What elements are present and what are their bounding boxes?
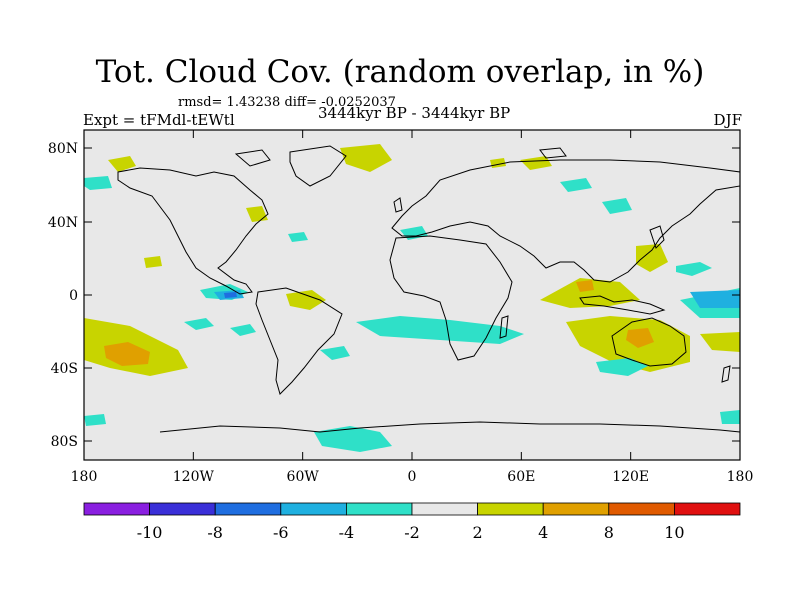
- season-label: DJF: [713, 111, 742, 129]
- patch-neg: [356, 316, 524, 344]
- colorbar-swatch: [83, 502, 150, 516]
- patch-pos: [286, 290, 326, 310]
- lat-tick-label: 0: [69, 288, 78, 304]
- lon-tick-label: 60W: [287, 469, 320, 485]
- coast-north-america: [117, 167, 269, 295]
- patch-neg-medium: [690, 290, 740, 308]
- period-label: 3444kyr BP - 3444kyr BP: [318, 104, 511, 122]
- patch-pos: [540, 278, 640, 308]
- coast-greenland: [289, 145, 347, 187]
- stats-text: rmsd= 1.43238 diff= -0.0252037: [178, 95, 396, 110]
- colorbar-swatch: [345, 502, 413, 516]
- patch-pos-strong: [576, 280, 594, 292]
- colorbar-label: 8: [604, 523, 614, 542]
- patch-neg: [320, 346, 350, 360]
- map-panel: [83, 129, 741, 461]
- patch-pos: [144, 256, 162, 268]
- coast-indonesia: [579, 295, 666, 315]
- map-title: Tot. Cloud Cov. (random overlap, in %): [95, 54, 705, 90]
- experiment-label: Expt = tFMdl-tEWtl: [83, 111, 235, 129]
- field-background: [84, 130, 740, 460]
- patch-pos: [108, 156, 136, 172]
- patch-neg: [720, 410, 740, 424]
- colorbar-label: -10: [137, 523, 163, 542]
- anomaly-patches: [84, 144, 740, 452]
- patch-neg: [84, 176, 112, 190]
- lat-tick-label: 40S: [51, 361, 78, 377]
- lon-tick-label: 180: [727, 469, 754, 485]
- lon-tick-label: 120E: [612, 469, 649, 485]
- colorbar-label: -6: [273, 523, 289, 542]
- colorbar-swatch: [411, 502, 478, 516]
- colorbar-label: -4: [339, 523, 355, 542]
- coastlines: [117, 145, 741, 433]
- patch-pos-strong: [104, 342, 150, 366]
- lat-tick-label: 80N: [48, 141, 78, 157]
- patch-neg: [602, 198, 632, 214]
- lon-tick-label: 180: [71, 469, 98, 485]
- colorbar-swatch: [280, 502, 347, 516]
- coast-south-america: [255, 287, 343, 395]
- patch-pos: [566, 316, 690, 372]
- lon-tick-label: 60E: [507, 469, 535, 485]
- patch-pos-strong: [626, 328, 654, 348]
- lon-tick-label: 120W: [173, 469, 215, 485]
- coast-arctic-islands: [539, 147, 567, 159]
- patch-neg: [288, 232, 308, 242]
- patch-pos: [520, 156, 552, 170]
- colorbar-swatch: [542, 502, 610, 516]
- coast-arctic-islands: [234, 149, 271, 167]
- coast-eurasia: [391, 159, 741, 283]
- colorbar-label: -2: [404, 523, 420, 542]
- coast-madagascar: [499, 315, 509, 339]
- patch-neg: [84, 414, 106, 426]
- longitude-axis: 180 120W 60W 0 60E 120E 180: [71, 130, 754, 485]
- coast-australia: [611, 317, 687, 367]
- patch-neg: [230, 324, 256, 336]
- coast-antarctica: [159, 421, 741, 433]
- coast-japan: [649, 225, 665, 249]
- colorbar-swatch: [477, 502, 544, 516]
- colorbar-label: 10: [664, 523, 684, 542]
- colorbar-label: -8: [207, 523, 223, 542]
- colorbar-label: 2: [473, 523, 483, 542]
- coast-africa: [389, 235, 513, 361]
- patch-pos: [636, 244, 668, 272]
- coast-new-zealand: [721, 365, 731, 383]
- colorbar-label: 4: [538, 523, 548, 542]
- patch-neg: [676, 262, 712, 276]
- lat-tick-label: 40N: [48, 215, 78, 231]
- colorbar-swatch: [608, 502, 675, 516]
- patch-neg: [184, 318, 214, 330]
- patch-neg: [596, 358, 648, 376]
- colorbar-swatch: [674, 502, 741, 516]
- colorbar-swatch: [214, 502, 282, 516]
- patch-neg: [560, 178, 592, 192]
- colorbar: -10 -8 -6 -4 -2 2 4 8 10: [83, 502, 741, 542]
- patch-pos: [340, 144, 392, 172]
- colorbar-swatch: [149, 502, 216, 516]
- lon-tick-label: 0: [408, 469, 417, 485]
- patch-neg: [314, 426, 392, 452]
- lat-tick-label: 80S: [51, 434, 78, 450]
- patch-pos: [700, 332, 740, 352]
- latitude-axis: 80N 40N 0 40S 80S: [48, 141, 740, 450]
- patch-neg-strong: [224, 292, 237, 298]
- coast-british-isles: [393, 197, 403, 213]
